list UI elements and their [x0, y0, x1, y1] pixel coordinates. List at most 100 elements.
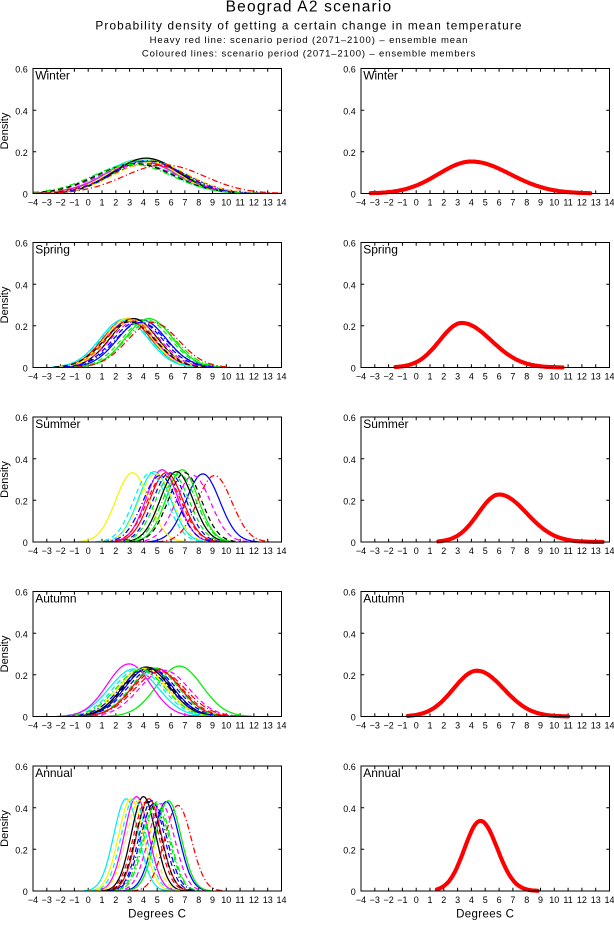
svg-text:10: 10: [549, 546, 559, 556]
svg-text:2: 2: [441, 720, 446, 730]
svg-text:0.6: 0.6: [343, 413, 356, 423]
svg-text:−1: −1: [397, 720, 407, 730]
svg-text:0.2: 0.2: [343, 845, 356, 855]
svg-text:6: 6: [169, 546, 174, 556]
svg-text:0.6: 0.6: [15, 239, 28, 249]
svg-text:−4: −4: [28, 371, 38, 381]
svg-text:2: 2: [113, 371, 118, 381]
svg-text:5: 5: [155, 371, 160, 381]
svg-text:3: 3: [127, 197, 132, 207]
svg-text:−1: −1: [397, 895, 407, 905]
svg-text:14: 14: [276, 546, 286, 556]
svg-text:14: 14: [604, 197, 614, 207]
svg-text:0: 0: [86, 720, 91, 730]
svg-text:−1: −1: [69, 371, 79, 381]
svg-text:0: 0: [414, 895, 419, 905]
svg-text:0.4: 0.4: [15, 455, 28, 465]
svg-text:3: 3: [455, 197, 460, 207]
svg-text:8: 8: [196, 197, 201, 207]
svg-text:0: 0: [23, 538, 28, 548]
svg-text:−3: −3: [42, 546, 52, 556]
svg-text:11: 11: [563, 895, 572, 905]
svg-text:0.4: 0.4: [343, 455, 356, 465]
svg-text:6: 6: [497, 895, 502, 905]
svg-text:−4: −4: [356, 720, 366, 730]
svg-text:5: 5: [483, 371, 488, 381]
svg-text:−3: −3: [370, 197, 380, 207]
svg-text:0.4: 0.4: [343, 804, 356, 814]
svg-text:0: 0: [414, 197, 419, 207]
svg-text:Winter: Winter: [363, 69, 398, 83]
svg-text:12: 12: [577, 197, 587, 207]
svg-text:0.2: 0.2: [15, 322, 28, 332]
svg-text:Probability density of getting: Probability density of getting a certain…: [95, 18, 522, 32]
svg-text:9: 9: [210, 197, 215, 207]
svg-text:10: 10: [221, 720, 231, 730]
svg-text:0.4: 0.4: [343, 629, 356, 639]
svg-text:14: 14: [276, 197, 286, 207]
svg-text:1: 1: [427, 895, 432, 905]
svg-text:10: 10: [549, 895, 559, 905]
svg-text:−3: −3: [42, 197, 52, 207]
svg-text:−1: −1: [397, 546, 407, 556]
svg-text:0.2: 0.2: [343, 148, 356, 158]
svg-text:7: 7: [182, 720, 187, 730]
svg-text:3: 3: [127, 371, 132, 381]
svg-text:9: 9: [538, 546, 543, 556]
svg-text:−4: −4: [356, 546, 366, 556]
svg-text:7: 7: [510, 197, 515, 207]
svg-text:14: 14: [604, 371, 614, 381]
svg-text:12: 12: [249, 895, 259, 905]
svg-text:0: 0: [351, 190, 356, 200]
svg-text:1: 1: [99, 720, 104, 730]
svg-text:2: 2: [441, 546, 446, 556]
svg-text:14: 14: [276, 720, 286, 730]
svg-text:13: 13: [263, 895, 273, 905]
svg-text:−2: −2: [383, 720, 393, 730]
svg-text:14: 14: [276, 371, 286, 381]
svg-text:3: 3: [127, 546, 132, 556]
svg-text:2: 2: [441, 895, 446, 905]
svg-text:0.2: 0.2: [343, 671, 356, 681]
svg-text:−2: −2: [383, 197, 393, 207]
svg-text:8: 8: [196, 546, 201, 556]
svg-text:−3: −3: [42, 895, 52, 905]
svg-text:0: 0: [351, 364, 356, 374]
svg-text:0.2: 0.2: [15, 148, 28, 158]
svg-text:Coloured lines: scenario perio: Coloured lines: scenario period (2071–21…: [142, 48, 476, 59]
svg-text:13: 13: [263, 197, 273, 207]
svg-text:7: 7: [182, 197, 187, 207]
svg-text:9: 9: [538, 895, 543, 905]
svg-text:10: 10: [221, 546, 231, 556]
svg-text:4: 4: [469, 546, 474, 556]
svg-text:1: 1: [427, 197, 432, 207]
svg-text:4: 4: [141, 546, 146, 556]
svg-text:0: 0: [23, 713, 28, 723]
svg-text:1: 1: [427, 720, 432, 730]
svg-text:0: 0: [23, 190, 28, 200]
svg-text:Autumn: Autumn: [35, 592, 76, 606]
svg-text:−2: −2: [55, 371, 65, 381]
svg-text:0: 0: [414, 546, 419, 556]
svg-text:3: 3: [455, 895, 460, 905]
svg-text:Density: Density: [0, 810, 11, 847]
svg-text:6: 6: [497, 546, 502, 556]
svg-text:7: 7: [182, 371, 187, 381]
svg-text:−3: −3: [42, 720, 52, 730]
svg-text:11: 11: [235, 895, 244, 905]
svg-text:−1: −1: [69, 720, 79, 730]
svg-text:10: 10: [221, 895, 231, 905]
svg-text:12: 12: [249, 720, 259, 730]
svg-text:3: 3: [127, 720, 132, 730]
svg-text:0.6: 0.6: [343, 588, 356, 598]
svg-text:Beograd A2 scenario: Beograd A2 scenario: [226, 0, 393, 16]
svg-text:0: 0: [86, 371, 91, 381]
svg-text:Summer: Summer: [363, 417, 408, 431]
svg-text:0.4: 0.4: [343, 280, 356, 290]
svg-text:−2: −2: [383, 895, 393, 905]
svg-text:4: 4: [141, 197, 146, 207]
svg-text:9: 9: [210, 720, 215, 730]
svg-text:2: 2: [441, 371, 446, 381]
svg-text:0: 0: [86, 197, 91, 207]
svg-text:2: 2: [441, 197, 446, 207]
